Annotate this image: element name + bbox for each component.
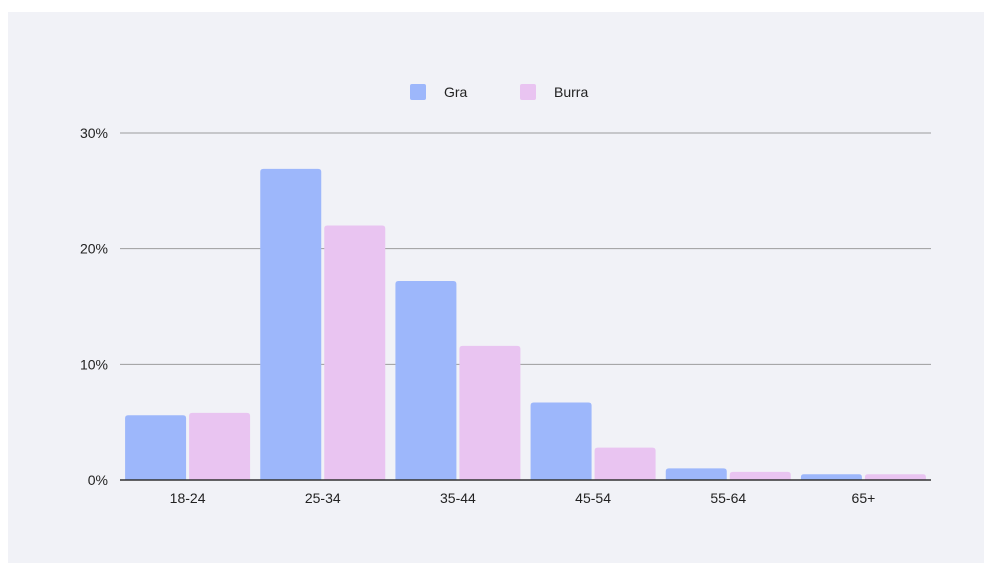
- bar-gra-55-64[interactable]: [665, 468, 727, 480]
- legend-swatch-gra[interactable]: [410, 84, 426, 100]
- bar-burra-55-64[interactable]: [729, 471, 791, 480]
- y-tick-label: 0%: [88, 472, 108, 488]
- gridlines: [120, 132, 931, 365]
- bar-gra-25-34[interactable]: [260, 168, 322, 480]
- bars: [120, 168, 931, 481]
- chart-panel: 0% 10% 20% 30% 18-24 25-34 35-44 45-54 55-64 65+…: [8, 12, 984, 563]
- bar-burra-65+[interactable]: [864, 474, 926, 480]
- bar-gra-18-24[interactable]: [125, 415, 187, 480]
- y-tick-label: 20%: [80, 241, 108, 257]
- x-tick-label: 55-64: [710, 490, 746, 506]
- legend-label-gra: Gra: [444, 84, 468, 100]
- legend: Gra Burra: [410, 84, 588, 100]
- x-tick-label: 35-44: [440, 490, 476, 506]
- y-tick-label: 10%: [80, 356, 108, 372]
- y-tick-labels: 0% 10% 20% 30%: [80, 125, 108, 488]
- bar-burra-18-24[interactable]: [189, 412, 251, 480]
- bar-burra-25-34[interactable]: [324, 225, 386, 480]
- bar-gra-45-54[interactable]: [530, 402, 592, 480]
- x-tick-label: 65+: [852, 490, 876, 506]
- bar-gra-35-44[interactable]: [395, 281, 457, 480]
- x-tick-label: 45-54: [575, 490, 611, 506]
- bar-burra-45-54[interactable]: [594, 447, 656, 480]
- bar-gra-65+[interactable]: [800, 474, 862, 480]
- bar-chart: 0% 10% 20% 30% 18-24 25-34 35-44 45-54 55-64 65+…: [80, 84, 931, 506]
- bar-burra-35-44[interactable]: [459, 345, 521, 480]
- legend-label-burra: Burra: [554, 84, 588, 100]
- x-tick-label: 18-24: [170, 490, 206, 506]
- x-tick-label: 25-34: [305, 490, 341, 506]
- y-tick-label: 30%: [80, 125, 108, 141]
- x-tick-labels: 18-24 25-34 35-44 45-54 55-64 65+: [170, 490, 876, 506]
- legend-swatch-burra[interactable]: [520, 84, 536, 100]
